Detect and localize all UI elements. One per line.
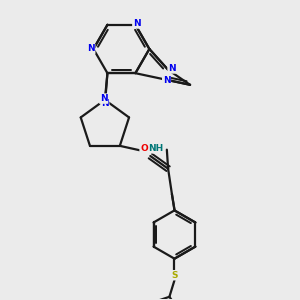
Text: N: N bbox=[100, 94, 107, 103]
Text: S: S bbox=[171, 271, 178, 280]
Text: NH: NH bbox=[148, 144, 163, 153]
Text: N: N bbox=[163, 76, 170, 85]
Text: N: N bbox=[87, 44, 95, 53]
Text: N: N bbox=[133, 19, 140, 28]
Text: N: N bbox=[168, 64, 176, 73]
Text: O: O bbox=[140, 144, 148, 153]
Text: N: N bbox=[101, 99, 109, 108]
